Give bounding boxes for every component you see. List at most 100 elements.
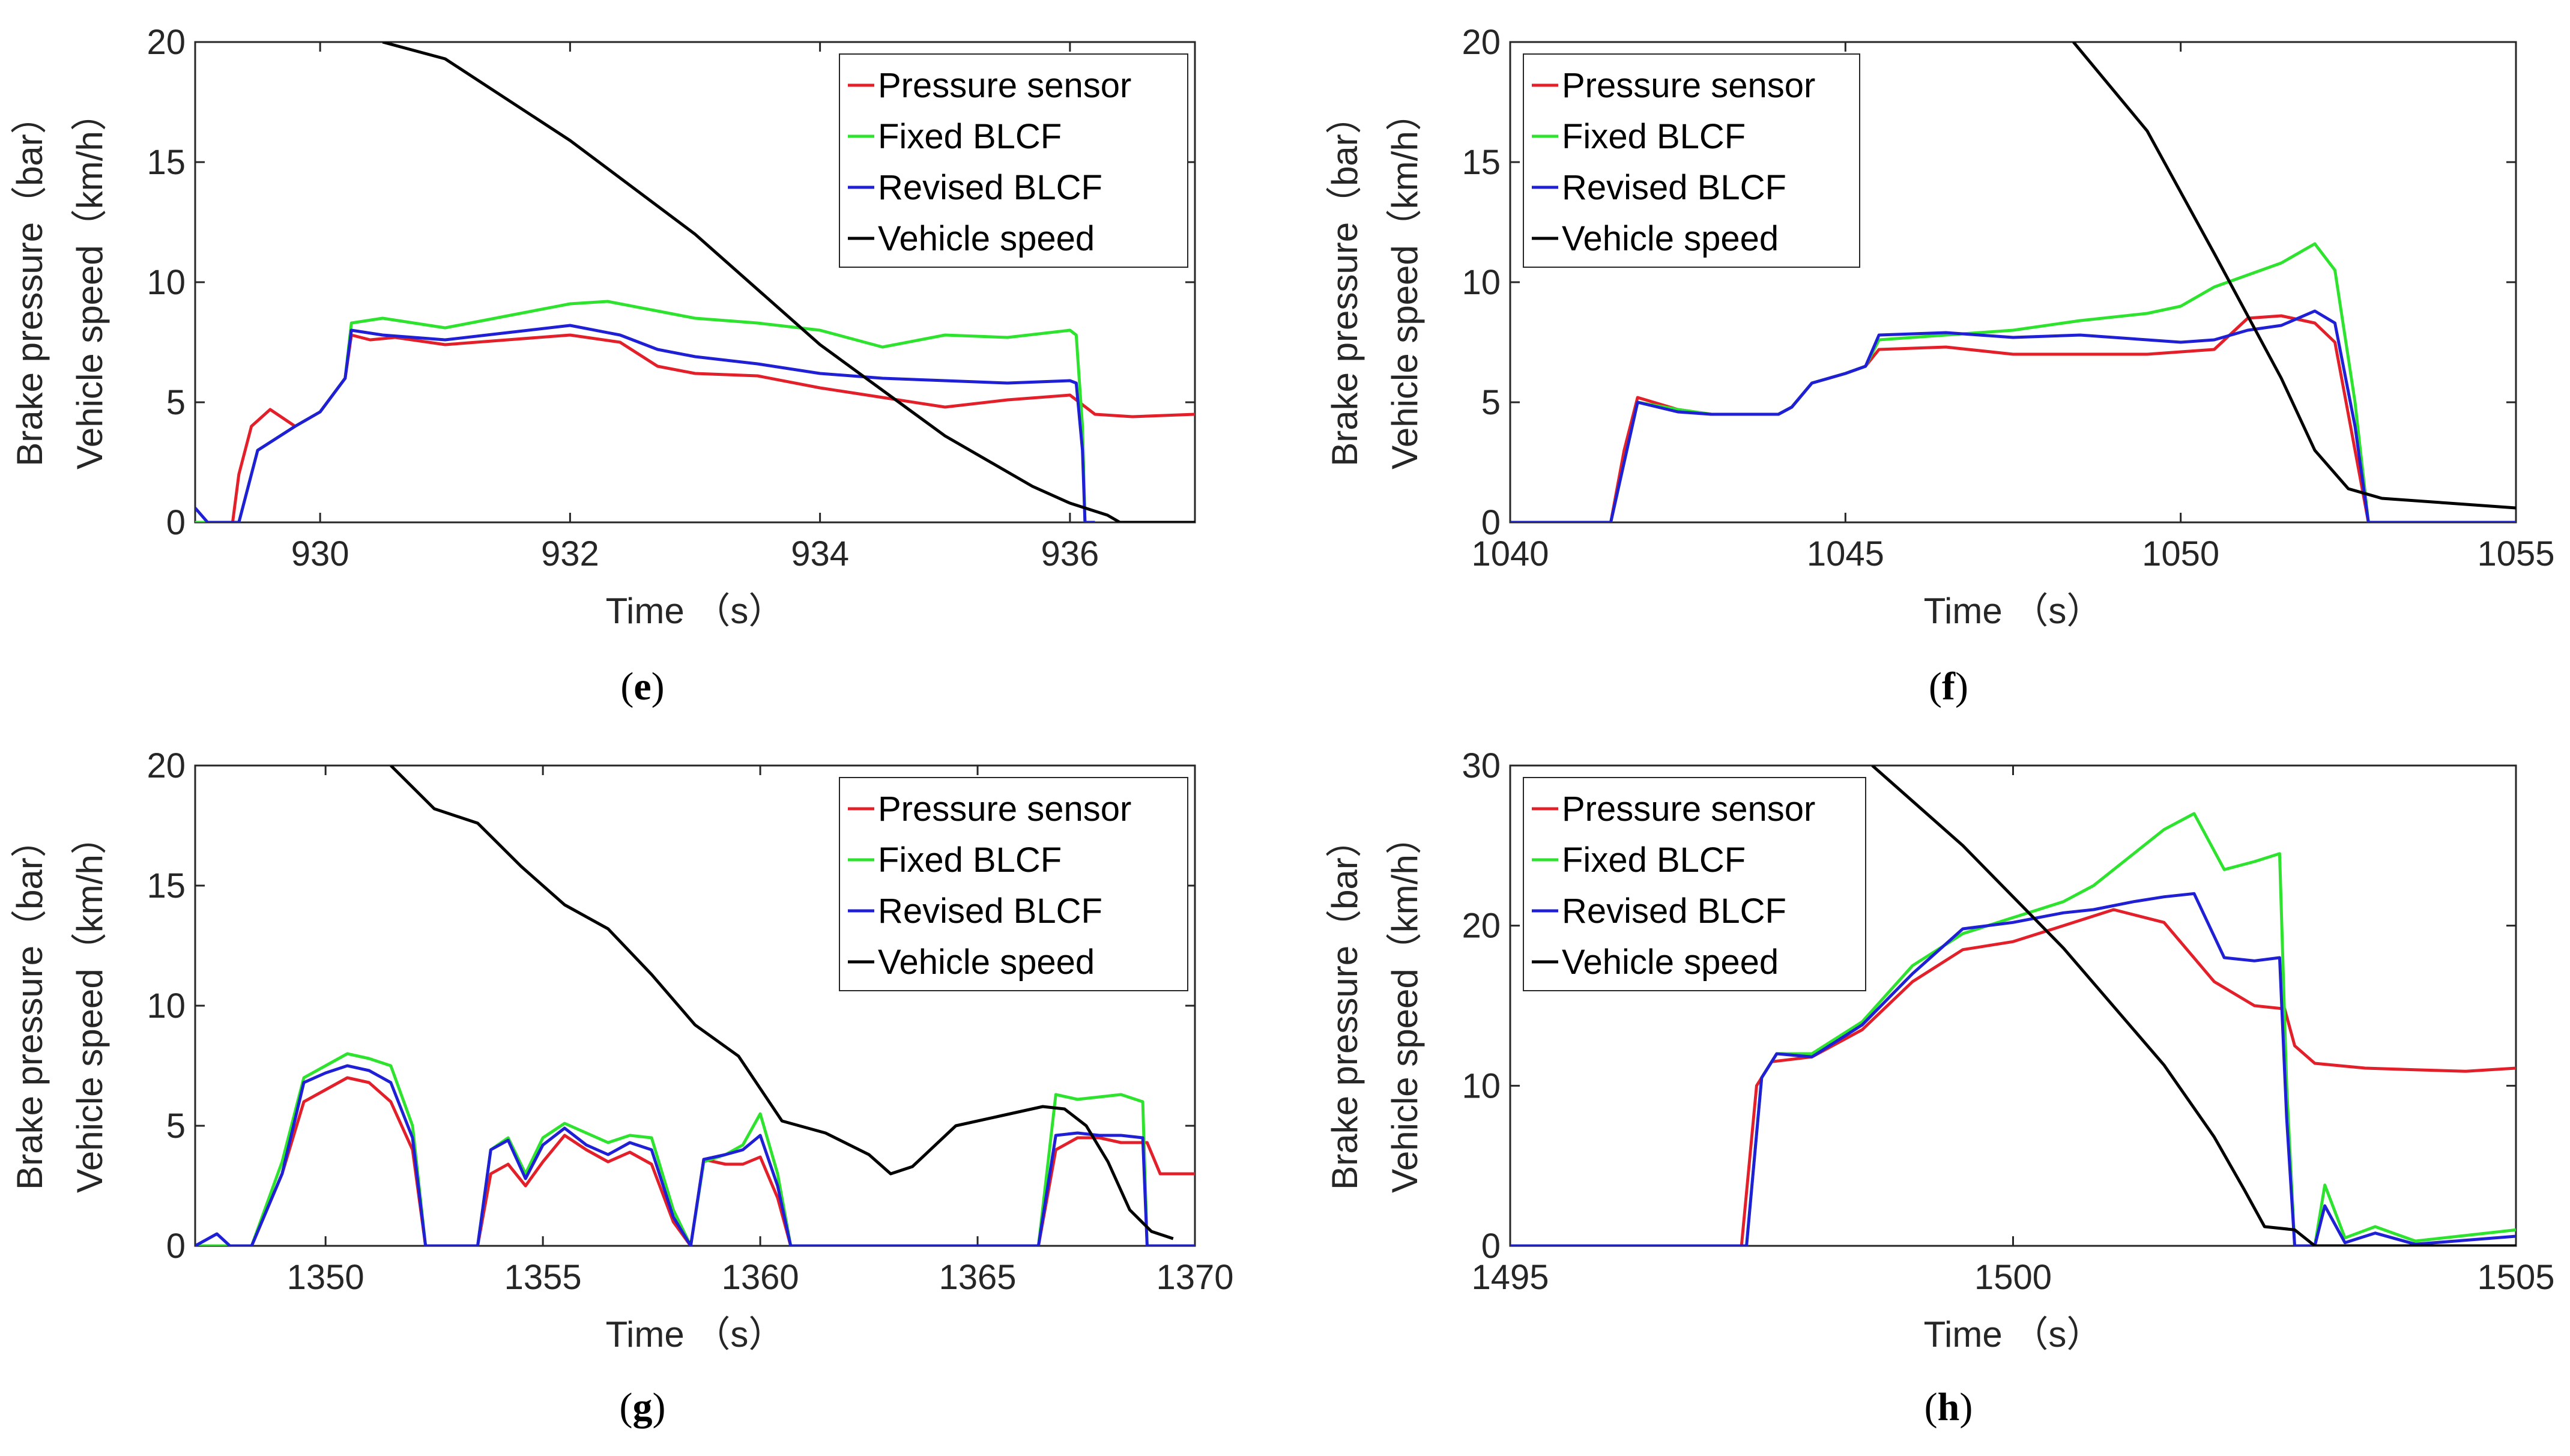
x-tick-label: 1495 bbox=[1471, 1258, 1549, 1297]
y-tick-label: 15 bbox=[147, 143, 186, 182]
legend: Pressure sensor Fixed BLCF Revised BLCF Veh… bbox=[1523, 777, 1866, 991]
series-line-vehicle-speed bbox=[390, 766, 1174, 1240]
panel-label: (f) bbox=[1929, 665, 1968, 708]
y-tick-label: 20 bbox=[147, 23, 186, 62]
series-line-vehicle-speed bbox=[2072, 42, 2516, 510]
x-axis-label: Time （s） bbox=[606, 591, 785, 631]
x-tick-label: 1040 bbox=[1471, 534, 1549, 573]
legend-label: Fixed BLCF bbox=[878, 841, 1062, 880]
y-tick-label: 20 bbox=[147, 746, 186, 785]
legend-label: Vehicle speed bbox=[878, 943, 1095, 982]
y-axis-label-top: Brake pressure（bar） bbox=[10, 821, 50, 1190]
legend: Pressure sensor Fixed BLCF Revised BLCF Veh… bbox=[839, 53, 1188, 268]
legend-label: Fixed BLCF bbox=[1562, 117, 1746, 156]
y-tick-label: 30 bbox=[1462, 746, 1501, 785]
legend-box bbox=[1523, 777, 1866, 991]
x-tick-label: 934 bbox=[791, 534, 849, 573]
panel-label-close: ) bbox=[1959, 1385, 1973, 1429]
legend-label: Vehicle speed bbox=[878, 219, 1095, 258]
panel-f: 1040 1045 1050 1055 0 5 10 15 20 Time （s） Brake pr… bbox=[1325, 23, 2555, 708]
x-tick-label: 1365 bbox=[939, 1258, 1017, 1297]
panel-label-open: ( bbox=[620, 1385, 633, 1429]
panel-label: (e) bbox=[620, 665, 664, 708]
legend-label: Vehicle speed bbox=[1562, 943, 1779, 982]
y-axis-label-top: Brake pressure（bar） bbox=[1325, 98, 1365, 467]
x-tick-label: 1500 bbox=[1974, 1258, 2052, 1297]
x-tick-label: 1350 bbox=[287, 1258, 364, 1297]
y-tick-label: 5 bbox=[166, 383, 186, 422]
y-tick-label: 15 bbox=[1462, 143, 1501, 182]
legend-label: Revised BLCF bbox=[1562, 168, 1786, 207]
x-tick-label: 1045 bbox=[1807, 534, 1884, 573]
series-line-revised-blcf bbox=[1510, 309, 2516, 522]
series-line-revised-blcf bbox=[1510, 892, 2516, 1246]
y-axis-label-bottom: Vehicle speed（km/h） bbox=[1385, 818, 1425, 1193]
series-group bbox=[1510, 42, 2516, 522]
legend-label: Revised BLCF bbox=[878, 892, 1102, 931]
series-group bbox=[195, 766, 1195, 1246]
panel-label-letter: g bbox=[633, 1385, 653, 1429]
y-tick-label: 0 bbox=[166, 503, 186, 542]
legend: Pressure sensor Fixed BLCF Revised BLCF Veh… bbox=[1523, 53, 1860, 268]
series-line-vehicle-speed bbox=[382, 42, 1195, 522]
panel-label: (g) bbox=[620, 1385, 666, 1429]
y-tick-label: 20 bbox=[1462, 23, 1501, 62]
legend-box bbox=[1523, 53, 1860, 268]
x-tick-label: 1505 bbox=[2477, 1258, 2554, 1297]
y-tick-label: 10 bbox=[147, 263, 186, 302]
series-line-pressure-sensor bbox=[1510, 908, 2516, 1246]
series-line-fixed-blcf bbox=[1510, 242, 2516, 522]
panel-label-open: ( bbox=[1924, 1385, 1938, 1429]
y-tick-label: 0 bbox=[166, 1227, 186, 1266]
x-tick-label: 1055 bbox=[2477, 534, 2554, 573]
y-axis-label-bottom: Vehicle speed（km/h） bbox=[70, 95, 110, 470]
y-tick-label: 0 bbox=[1481, 1227, 1501, 1266]
series-line-revised-blcf bbox=[195, 1064, 1195, 1246]
series-group bbox=[195, 42, 1195, 522]
panel-label-open: ( bbox=[1929, 665, 1942, 708]
legend-label: Pressure sensor bbox=[878, 790, 1131, 829]
series-line-pressure-sensor bbox=[195, 1076, 1195, 1246]
x-tick-label: 1370 bbox=[1156, 1258, 1233, 1297]
legend-label: Vehicle speed bbox=[1562, 219, 1779, 258]
legend-label: Pressure sensor bbox=[878, 66, 1131, 105]
x-tick-label: 932 bbox=[541, 534, 599, 573]
legend-box bbox=[839, 53, 1188, 268]
series-line-fixed-blcf bbox=[195, 1052, 1195, 1246]
legend-label: Pressure sensor bbox=[1562, 790, 1815, 829]
y-axis-label-top: Brake pressure（bar） bbox=[1325, 821, 1365, 1190]
x-tick-label: 1355 bbox=[504, 1258, 582, 1297]
y-tick-label: 15 bbox=[147, 866, 186, 905]
panel-label-letter: e bbox=[633, 665, 651, 708]
series-line-vehicle-speed bbox=[1871, 766, 2516, 1246]
panel-label: (h) bbox=[1924, 1385, 1973, 1429]
legend-label: Revised BLCF bbox=[1562, 892, 1786, 931]
legend-box bbox=[839, 777, 1188, 991]
panel-g: 1350 1355 1360 1365 1370 0 5 10 15 20 Time （s） Brak… bbox=[10, 746, 1234, 1429]
legend: Pressure sensor Fixed BLCF Revised BLCF Veh… bbox=[839, 777, 1188, 991]
y-axis-label-bottom: Vehicle speed（km/h） bbox=[1385, 95, 1425, 470]
panel-label-close: ) bbox=[1955, 665, 1968, 708]
x-axis-label: Time （s） bbox=[1924, 591, 2103, 631]
series-group bbox=[1510, 766, 2516, 1246]
x-axis-label: Time （s） bbox=[1924, 1314, 2103, 1355]
y-axis-label-bottom: Vehicle speed（km/h） bbox=[70, 818, 110, 1193]
panel-label-close: ) bbox=[653, 1385, 666, 1429]
legend-label: Pressure sensor bbox=[1562, 66, 1815, 105]
y-axis-label-top: Brake pressure（bar） bbox=[10, 98, 50, 467]
series-line-fixed-blcf bbox=[1510, 812, 2516, 1246]
y-tick-label: 0 bbox=[1481, 503, 1501, 542]
panel-e: 930 932 934 936 0 5 10 15 20 Time （s） Brake pressu… bbox=[10, 23, 1196, 708]
panel-label-letter: f bbox=[1942, 665, 1956, 708]
series-line-revised-blcf bbox=[195, 324, 1095, 522]
x-tick-label: 1360 bbox=[722, 1258, 799, 1297]
x-tick-label: 936 bbox=[1041, 534, 1099, 573]
y-tick-label: 5 bbox=[166, 1107, 186, 1146]
panel-label-open: ( bbox=[620, 665, 633, 708]
legend-label: Fixed BLCF bbox=[878, 117, 1062, 156]
x-tick-label: 930 bbox=[291, 534, 349, 573]
y-tick-label: 10 bbox=[1462, 1066, 1501, 1105]
series-line-pressure-sensor bbox=[195, 333, 1195, 522]
legend-label: Revised BLCF bbox=[878, 168, 1102, 207]
